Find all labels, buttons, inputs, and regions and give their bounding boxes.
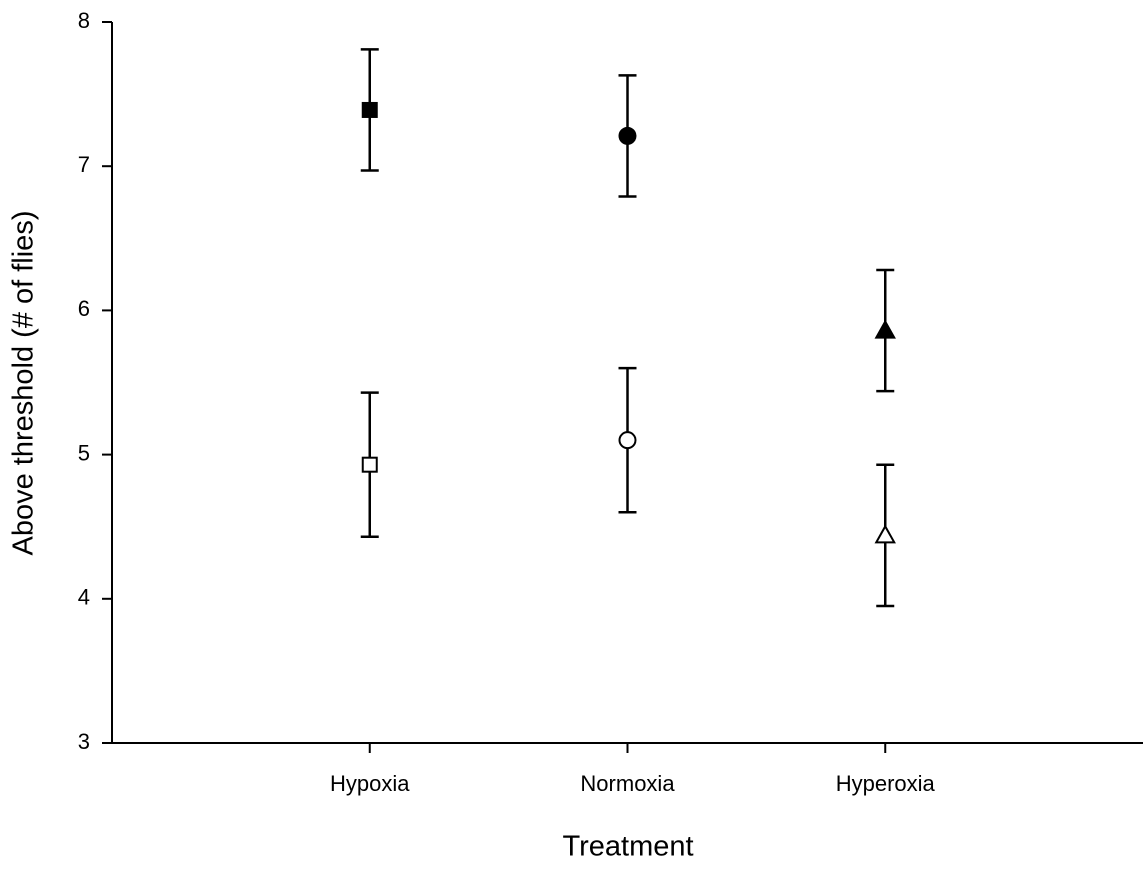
y-tick-label: 4 <box>78 585 90 610</box>
y-tick-label: 7 <box>78 152 90 177</box>
marker <box>361 456 378 473</box>
x-axis-title: Treatment <box>562 831 693 863</box>
marker <box>618 126 637 145</box>
y-tick-label: 8 <box>78 8 90 33</box>
marker <box>618 431 637 450</box>
x-tick-label: Hypoxia <box>330 771 410 796</box>
y-tick-label: 5 <box>78 440 90 465</box>
y-tick-label: 3 <box>78 729 90 754</box>
marker <box>874 319 896 339</box>
y-axis-title: Above threshold (# of flies) <box>8 211 40 556</box>
marker <box>874 524 896 544</box>
x-tick-label: Normoxia <box>580 771 675 796</box>
marker <box>361 101 378 118</box>
y-tick-label: 6 <box>78 296 90 321</box>
x-tick-label: Hyperoxia <box>836 771 936 796</box>
